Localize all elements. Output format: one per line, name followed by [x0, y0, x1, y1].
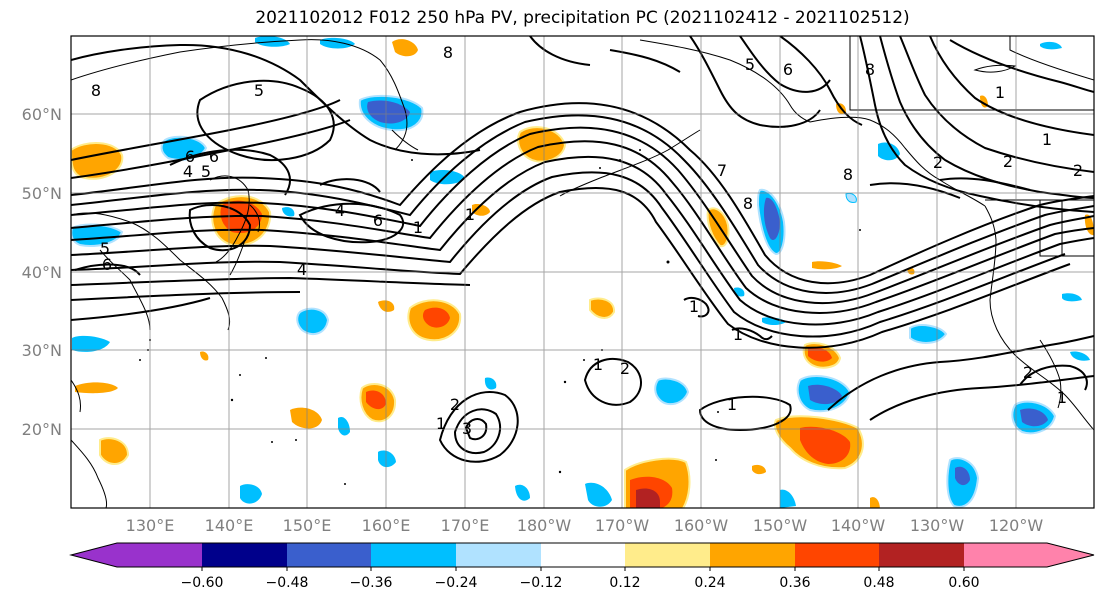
map-frame	[70, 35, 1095, 509]
colorbar-tick-label: 0.12	[609, 575, 640, 591]
lon-label: 170°E	[441, 516, 490, 535]
lon-label: 150°E	[283, 516, 332, 535]
lat-label-20n: 20°N	[22, 420, 62, 439]
lon-label: 180°W	[517, 516, 572, 535]
lon-label: 170°W	[595, 516, 650, 535]
colorbar-tick-label: −0.36	[350, 575, 393, 591]
contour-label: 5	[100, 239, 110, 258]
contour-label: 5	[254, 81, 264, 100]
colorbar-segment	[371, 543, 456, 567]
lat-label-30n: 30°N	[22, 341, 62, 360]
colorbar-tick-label: −0.60	[181, 575, 224, 591]
contour-label: 4	[297, 260, 307, 279]
contour-label: 6	[209, 147, 219, 166]
colorbar-tick-label: 0.48	[863, 575, 894, 591]
colorbar-segment	[795, 543, 879, 567]
pv-contours	[71, 36, 1094, 463]
colorbar-tick-label: −0.12	[520, 575, 563, 591]
longitude-labels: 130°E 140°E 150°E 160°E 170°E 180°W 170°…	[126, 516, 1044, 535]
contour-label: 8	[865, 60, 875, 79]
contour-label: 8	[91, 81, 101, 100]
lon-label: 120°W	[989, 516, 1044, 535]
colorbar-tick-label: 0.36	[779, 575, 810, 591]
contour-label: 5	[201, 162, 211, 181]
contour-label: 6	[102, 255, 112, 274]
contour-label: 2	[933, 153, 943, 172]
latitude-labels: 60°N 50°N 40°N 30°N 20°N	[22, 105, 62, 439]
colorbar-segment	[287, 543, 371, 567]
contour-label: 1	[436, 414, 446, 433]
contour-label: 1	[413, 218, 423, 237]
contour-label: 6	[783, 60, 793, 79]
contour-label: 2	[1003, 152, 1013, 171]
contour-label: 8	[843, 165, 853, 184]
contour-label: 6	[373, 211, 383, 230]
coastlines	[71, 36, 1094, 508]
contour-label: 8	[743, 194, 753, 213]
contour-label: 1	[1057, 388, 1067, 407]
contour-label: 6	[185, 147, 195, 166]
lon-label: 130°E	[126, 516, 175, 535]
lon-label: 160°E	[362, 516, 411, 535]
contour-label: 2	[1073, 161, 1083, 180]
colorbar: −0.60 −0.48 −0.36 −0.24 −0.12 0.12 0.24 …	[69, 542, 1095, 591]
contour-label: 2	[450, 395, 460, 414]
contour-label: 4	[335, 201, 345, 220]
contour-label: 1	[465, 205, 475, 224]
colorbar-min-extend	[71, 543, 117, 567]
colorbar-segment	[202, 543, 287, 567]
graticule	[71, 36, 1094, 508]
contour-label: 3	[462, 419, 472, 438]
contour-label: 2	[1023, 363, 1033, 382]
contour-label: 7	[717, 161, 727, 180]
lat-label-40n: 40°N	[22, 263, 62, 282]
contour-label: 1	[593, 355, 603, 374]
colorbar-segment	[541, 543, 625, 567]
contour-label: 1	[733, 325, 743, 344]
contour-label: 1	[1042, 130, 1052, 149]
contour-labels: 8 5 6 4 5 6 5 6 4 6 1 1 7 8 8 6 8 5 1 2 …	[91, 43, 1083, 438]
colorbar-segment	[117, 543, 202, 567]
lat-label-60n: 60°N	[22, 105, 62, 124]
contour-label: 1	[689, 297, 699, 316]
colorbar-segment	[964, 543, 1047, 567]
contour-label: 5	[745, 55, 755, 74]
lon-label: 140°W	[831, 516, 886, 535]
colorbar-tick-label: −0.24	[435, 575, 478, 591]
lon-label: 130°W	[910, 516, 965, 535]
map-title: 2021102012 F012 250 hPa PV, precipitatio…	[255, 8, 910, 28]
colorbar-tick-label: 0.60	[948, 575, 979, 591]
colorbar-segment	[710, 543, 795, 567]
lat-label-50n: 50°N	[22, 184, 62, 203]
lon-label: 160°W	[674, 516, 729, 535]
colorbar-max-extend	[1047, 543, 1094, 567]
colorbar-segment	[625, 543, 710, 567]
contour-label: 1	[995, 83, 1005, 102]
contour-label: 8	[443, 43, 453, 62]
colorbar-segment	[879, 543, 964, 567]
lon-label: 140°E	[205, 516, 254, 535]
colorbar-tick-label: 0.24	[694, 575, 725, 591]
contour-label: 2	[620, 359, 630, 378]
colorbar-tick-label: −0.48	[266, 575, 309, 591]
colorbar-segment	[456, 543, 541, 567]
contour-label: 1	[727, 395, 737, 414]
contour-label: 4	[183, 162, 193, 181]
lon-label: 150°W	[753, 516, 808, 535]
